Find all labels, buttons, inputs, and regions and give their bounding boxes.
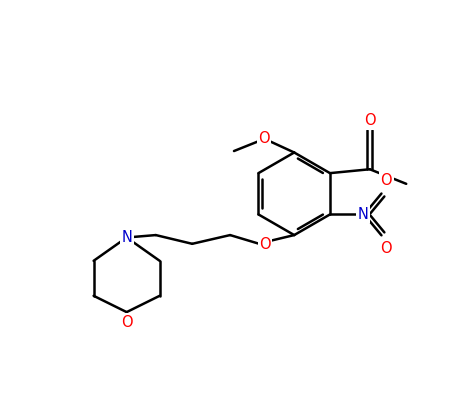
- Text: O: O: [259, 237, 271, 252]
- Text: N: N: [121, 230, 132, 245]
- Text: O: O: [381, 241, 392, 256]
- Text: O: O: [364, 113, 375, 128]
- Text: O: O: [258, 131, 270, 147]
- Text: O: O: [381, 173, 392, 188]
- Text: N: N: [358, 207, 368, 222]
- Text: N: N: [121, 230, 132, 245]
- Text: O: O: [121, 315, 133, 330]
